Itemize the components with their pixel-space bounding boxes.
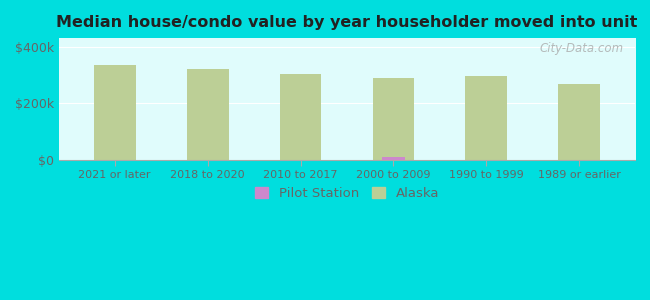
Legend: Pilot Station, Alaska: Pilot Station, Alaska <box>248 181 446 207</box>
Bar <box>382 157 405 160</box>
Bar <box>372 78 414 160</box>
Bar <box>558 84 600 160</box>
Bar <box>465 76 507 160</box>
Text: City-Data.com: City-Data.com <box>540 42 623 55</box>
Bar <box>187 69 229 160</box>
Bar <box>94 65 136 160</box>
Title: Median house/condo value by year householder moved into unit: Median house/condo value by year househo… <box>57 15 638 30</box>
Bar <box>280 74 322 160</box>
